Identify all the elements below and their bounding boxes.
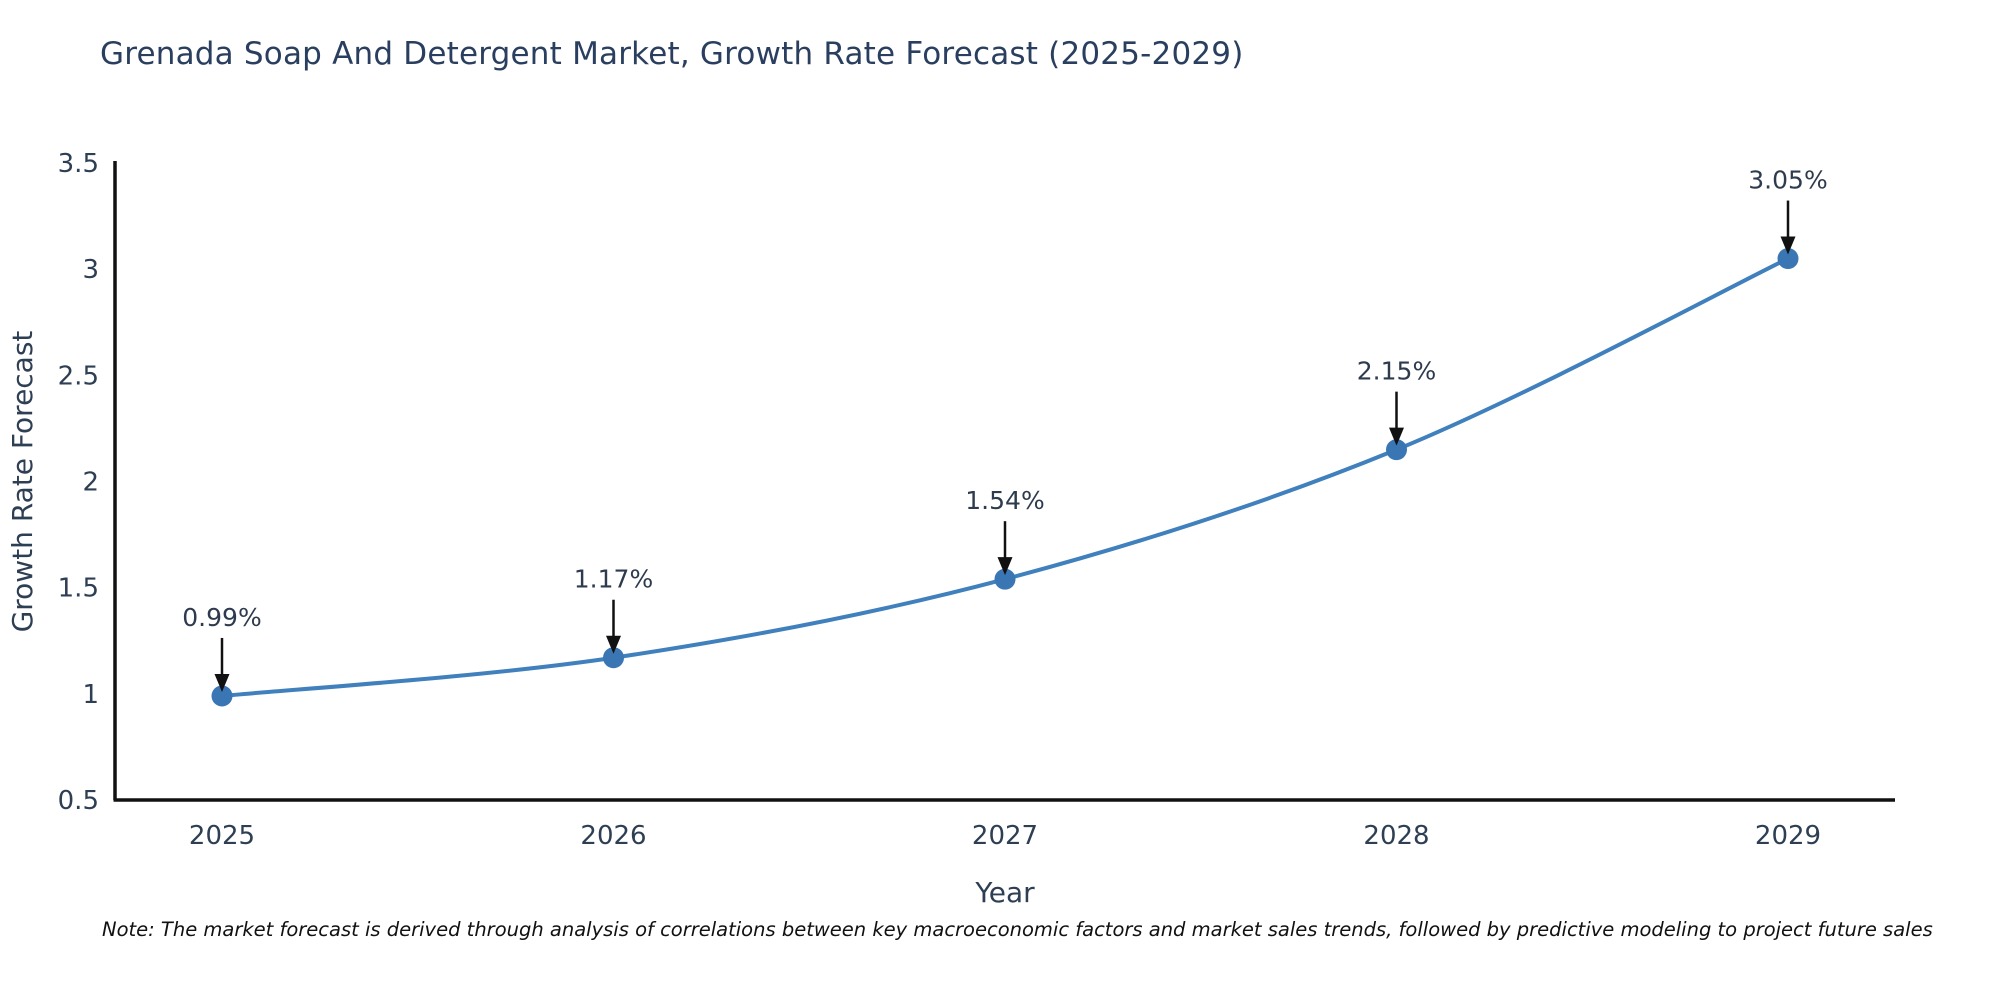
annotation-arrowhead [997, 557, 1013, 576]
x-tick-label: 2029 [1755, 821, 1821, 851]
x-tick-label: 2026 [580, 821, 646, 851]
data-point-marker [603, 647, 624, 669]
y-tick-label: 3.5 [58, 149, 99, 179]
annotation-label: 0.99% [182, 603, 261, 632]
annotation-arrowhead [1389, 427, 1404, 446]
annotation-arrowhead [606, 635, 621, 654]
annotation-label: 2.15% [1357, 357, 1436, 386]
data-point-marker [1386, 439, 1407, 461]
y-tick-label: 3 [82, 255, 99, 285]
y-tick-label: 2.5 [58, 361, 99, 391]
data-point-marker [211, 685, 233, 707]
x-tick-label: 2028 [1363, 821, 1429, 851]
annotation-label: 1.54% [965, 486, 1044, 515]
chart-title: Grenada Soap And Detergent Market, Growt… [100, 36, 1244, 72]
y-tick-label: 2 [82, 468, 99, 498]
annotation-arrowhead [214, 673, 230, 692]
annotation-arrowhead [1780, 236, 1796, 255]
y-tick-label: 0.5 [58, 786, 99, 816]
footnote: Note: The market forecast is derived thr… [102, 918, 1933, 941]
x-tick-label: 2027 [972, 821, 1038, 851]
x-tick-label: 2025 [189, 821, 255, 851]
series-line [220, 256, 1790, 698]
annotation-label: 3.05% [1748, 166, 1827, 195]
y-tick-label: 1 [82, 680, 99, 710]
y-tick-label: 1.5 [58, 574, 99, 604]
annotation-label: 1.17% [574, 565, 653, 594]
data-point-marker [994, 568, 1016, 590]
data-point-marker [1777, 248, 1799, 270]
x-axis-title: Year [974, 876, 1035, 909]
y-axis-title: Growth Rate Forecast [6, 331, 39, 633]
